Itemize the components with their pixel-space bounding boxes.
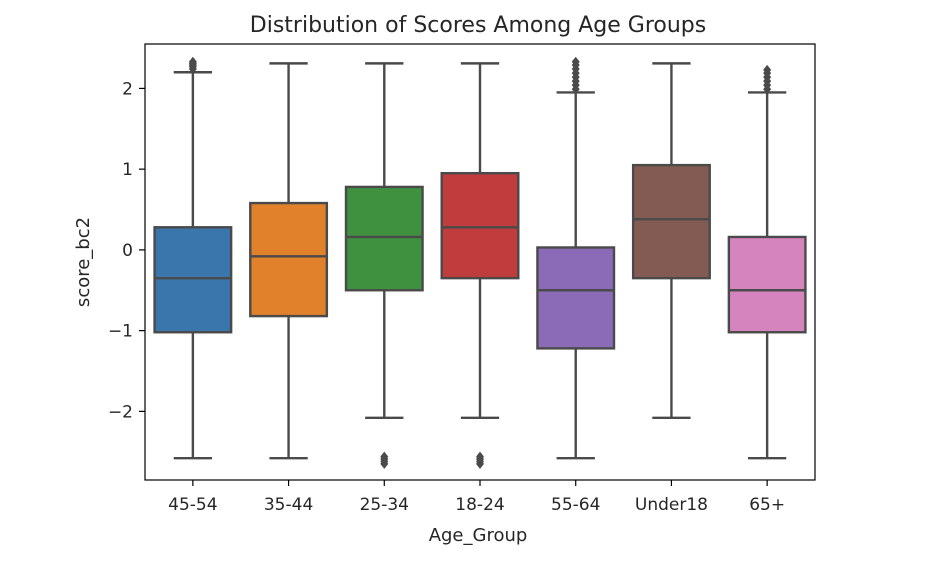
- outlier-point: [188, 56, 197, 67]
- outlier-point: [763, 64, 772, 75]
- box-55-64: [536, 246, 616, 350]
- box-18-24: [440, 171, 520, 280]
- box-group-18-24: [440, 62, 520, 469]
- x-tick-label-35-44: 35-44: [264, 495, 313, 515]
- x-tick-label-25-34: 25-34: [360, 495, 409, 515]
- x-tick-label-65+: 65+: [749, 495, 785, 515]
- y-tick-label: 2: [122, 79, 133, 99]
- x-axis-label: Age_Group: [429, 525, 528, 546]
- box-group-25-34: [344, 62, 424, 469]
- box-25-34: [344, 185, 424, 292]
- outlier-point: [571, 56, 580, 67]
- y-axis-label: score_bc2: [73, 217, 94, 307]
- x-tick-label-45-54: 45-54: [168, 495, 217, 515]
- y-tick-label: −1: [108, 322, 133, 342]
- box-45-54: [153, 226, 233, 334]
- box-group-Under18: [631, 62, 711, 420]
- y-tick-label: −2: [108, 402, 133, 422]
- x-axis: 45-54 35-44 25-34 18-24 55-64 Under18 65+: [168, 480, 785, 515]
- y-tick-label: 1: [122, 160, 133, 180]
- x-tick-label-18-24: 18-24: [455, 495, 504, 515]
- x-tick-label-Under18: Under18: [635, 495, 708, 515]
- box-35-44: [249, 201, 329, 318]
- box-group-65+: [727, 64, 807, 460]
- y-tick-label: 0: [122, 241, 133, 261]
- outlier-point: [476, 458, 484, 469]
- outlier-point: [380, 458, 389, 469]
- box-65+: [727, 235, 807, 334]
- box-group-35-44: [249, 62, 329, 460]
- plot-area: [153, 56, 807, 469]
- box-group-45-54: [153, 56, 233, 460]
- box-Under18: [631, 163, 711, 280]
- chart-title: Distribution of Scores Among Age Groups: [250, 13, 706, 38]
- y-axis: 2 1 0 −1 −2: [108, 79, 145, 422]
- box-group-55-64: [536, 56, 616, 460]
- x-tick-label-55-64: 55-64: [551, 495, 600, 515]
